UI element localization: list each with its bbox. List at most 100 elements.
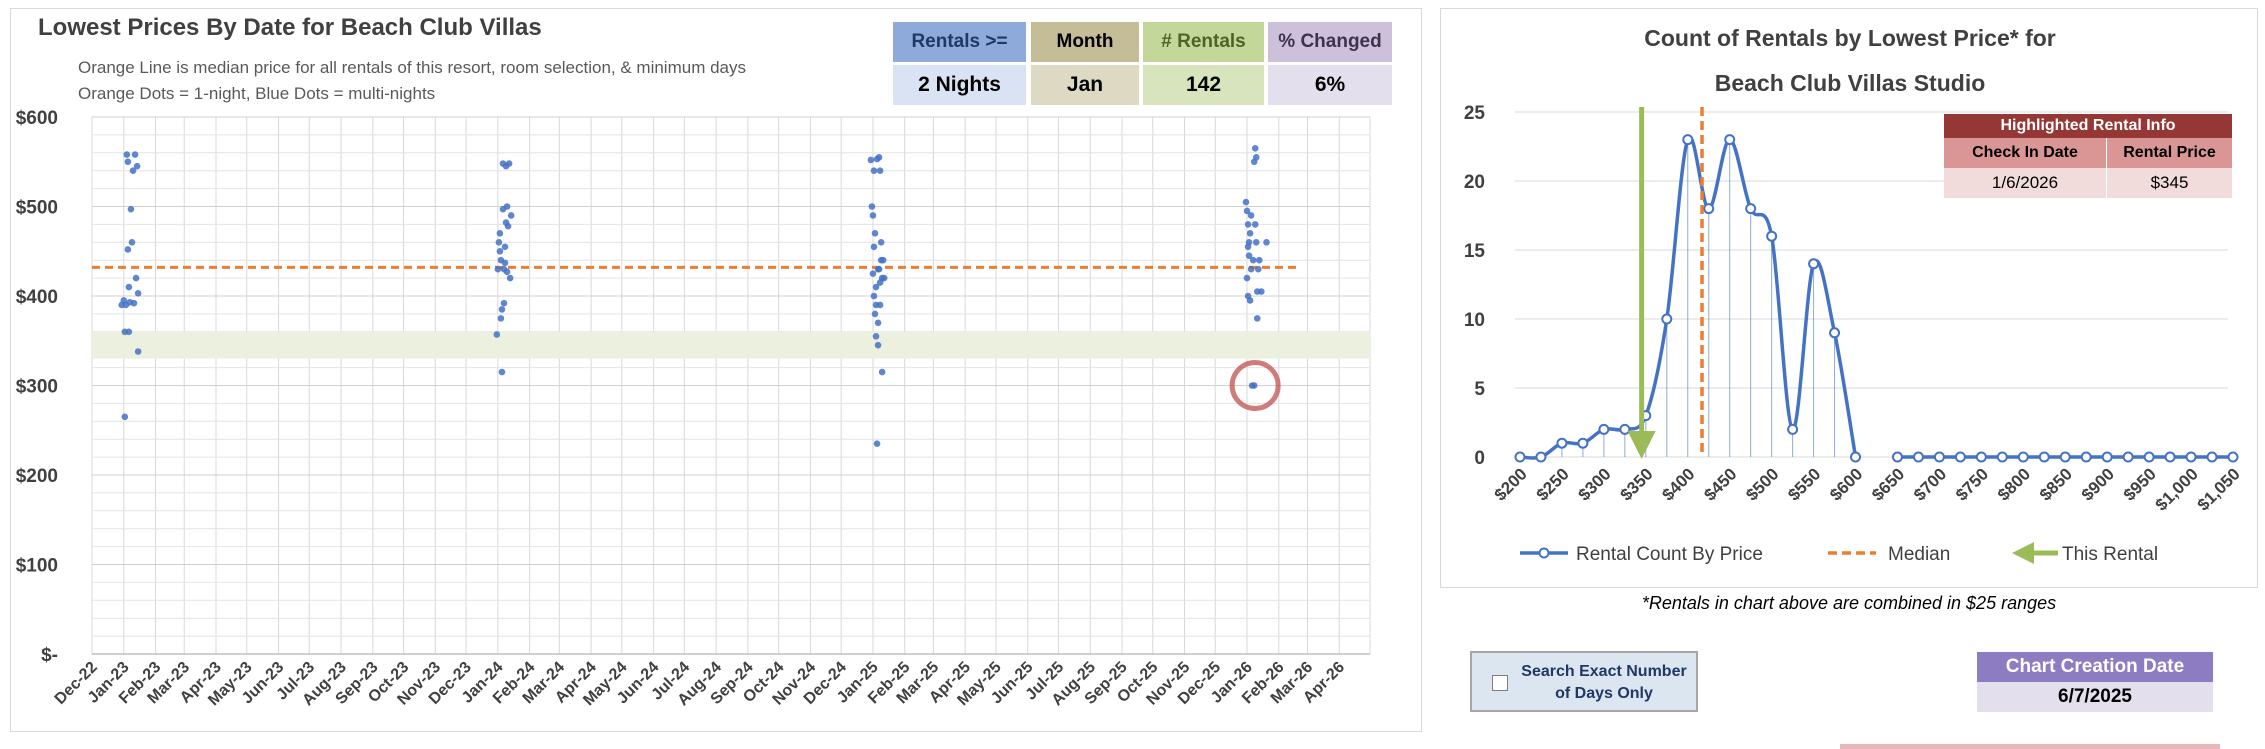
count-point [1724, 134, 1736, 146]
count-point [1598, 423, 1610, 435]
data-point [133, 162, 141, 170]
legend-count-marker [1538, 547, 1550, 559]
data-point [879, 256, 887, 264]
x-tick-label: $750 [1952, 464, 1992, 504]
count-point [1912, 451, 1924, 463]
count-point [1766, 230, 1778, 242]
count-point [1975, 451, 1987, 463]
highlight-table: Highlighted Rental Info Check In Date Re… [1944, 114, 2232, 198]
chart-creation-date: 6/7/2025 [1977, 682, 2213, 712]
highlight-circle [1229, 360, 1281, 411]
x-tick-label: $350 [1616, 464, 1656, 504]
x-tick-label: $700 [1910, 464, 1950, 504]
line-chart-panel: Count of Rentals by Lowest Price* for Be… [1440, 8, 2258, 588]
data-point [506, 274, 514, 282]
y-tick-label: $500 [16, 198, 58, 219]
data-point [121, 413, 129, 421]
data-point [125, 328, 133, 336]
x-tick-label: $200 [1491, 464, 1531, 504]
highlight-col-checkin: Check In Date [1944, 138, 2107, 168]
data-point [1247, 212, 1255, 219]
line-chart: 0 5 10 15 20 25 $200 $250 $300 $350 $400 $450 $500 $5… [1464, 103, 2244, 565]
x-tick-label: $550 [1784, 464, 1824, 504]
legend-median-label: Median [1888, 544, 1950, 565]
data-point [1251, 221, 1259, 228]
count-point [2080, 451, 2092, 463]
y-tick-label: 10 [1464, 310, 1485, 331]
x-tick-label: $500 [1742, 464, 1782, 504]
stat-2: # Rentals 142 [1143, 22, 1264, 105]
x-tick-label: $900 [2078, 464, 2118, 504]
legend-rental-arrowhead [2012, 542, 2034, 564]
count-point [1577, 437, 1589, 449]
data-point [496, 230, 504, 237]
y-tick-label: 5 [1474, 379, 1485, 400]
highlight-title: Highlighted Rental Info [1944, 114, 2232, 138]
data-point [124, 158, 132, 166]
count-point [2038, 451, 2050, 463]
count-point [2017, 451, 2029, 463]
data-point [134, 290, 142, 297]
count-point [1619, 423, 1631, 435]
stat-0: Rentals >= 2 Nights [893, 22, 1026, 105]
data-point [132, 274, 140, 282]
x-tick-label: $1,050 [2194, 464, 2244, 514]
data-point [877, 239, 885, 246]
stat-value: 2 Nights [893, 65, 1026, 105]
data-point [501, 243, 509, 251]
count-point [1703, 203, 1715, 215]
data-point [1246, 230, 1254, 237]
stat-1: Month Jan [1031, 22, 1139, 105]
legend-count-label: Rental Count By Price [1576, 544, 1763, 565]
data-point [869, 270, 877, 277]
y-tick-label: 0 [1474, 448, 1485, 469]
this-rental-arrowhead [1627, 431, 1656, 459]
data-point [502, 219, 510, 226]
data-point [875, 265, 883, 273]
data-point [878, 368, 886, 376]
grid [91, 116, 1371, 655]
data-point [874, 319, 882, 327]
data-point [1249, 256, 1257, 264]
x-tick-label: $1,000 [2152, 464, 2202, 514]
count-point [1787, 423, 1799, 435]
data-point [1256, 256, 1263, 264]
exact-days-checkbox-control[interactable]: Search Exact Number of Days Only [1470, 651, 1698, 712]
data-point [872, 283, 880, 291]
data-point [1244, 243, 1252, 251]
data-point [1263, 239, 1270, 246]
data-point [123, 151, 131, 158]
x-tick-label: $300 [1575, 464, 1615, 504]
y-tick-label: $600 [16, 108, 58, 129]
count-point [1535, 451, 1547, 463]
x-tick-label: $850 [2036, 464, 2076, 504]
line-chart-title-2: Beach Club Villas Studio [1714, 70, 1986, 96]
exact-days-checkbox[interactable] [1492, 675, 1508, 691]
data-point [124, 246, 132, 253]
data-point [880, 274, 888, 282]
data-point [505, 160, 513, 167]
y-tick-label: $400 [16, 287, 58, 308]
stat-label: Rentals >= [893, 22, 1026, 62]
data-point [125, 283, 133, 291]
data-point [498, 306, 506, 313]
count-point [1514, 451, 1526, 463]
data-point [867, 156, 875, 164]
footnote: *Rentals in chart above are combined in … [1641, 593, 2057, 613]
highlight-col-price: Rental Price [2107, 138, 2232, 168]
stat-3: % Changed 6% [1268, 22, 1392, 105]
y-tick-label: $200 [16, 466, 58, 487]
x-tick-label: $400 [1658, 464, 1698, 504]
data-point [496, 247, 504, 255]
data-point [1245, 252, 1253, 260]
data-point [873, 440, 881, 447]
x-tick-label: $600 [1826, 464, 1866, 504]
data-point [500, 299, 508, 307]
count-point [1745, 203, 1757, 215]
count-point [1891, 451, 1903, 463]
x-tick-label: $800 [1994, 464, 2034, 504]
chart-creation-label: Chart Creation Date [1977, 652, 2213, 682]
count-point [2164, 451, 2176, 463]
data-point [127, 205, 135, 213]
y-tick-label: 25 [1464, 103, 1486, 124]
